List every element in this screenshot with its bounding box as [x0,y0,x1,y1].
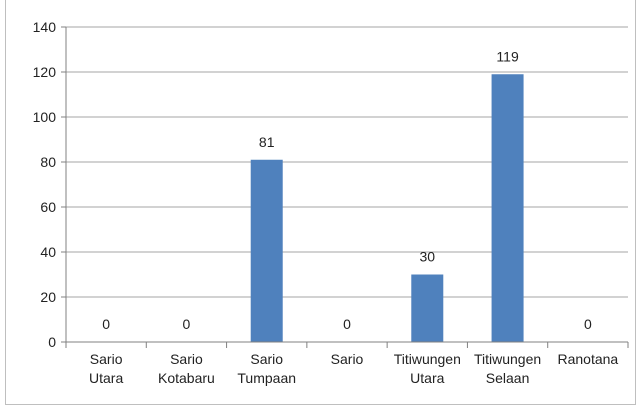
chart-frame [5,0,636,405]
x-tick-label: Sario Kotabaru [158,351,215,386]
bar [411,274,444,342]
y-tick-label: 120 [33,64,57,80]
x-tick-label: Titiwungen Utara [394,351,461,386]
data-label: 30 [419,249,435,265]
data-label: 0 [584,316,592,332]
axes [61,26,629,348]
x-tick-label: Titiwungen Selaan [474,351,541,386]
bars [250,74,524,342]
gridlines [66,26,628,298]
y-tick-label: 60 [40,199,56,215]
x-tick-label: Sario Utara [89,351,123,386]
x-tick-label: Sario [331,351,364,367]
y-tick-label: 80 [40,154,56,170]
data-label: 0 [343,316,351,332]
data-label: 81 [259,134,275,150]
labels: 0 20 40 60 80 100 120 140 0 Sario Utara 0 Sario Kotab… [33,19,619,386]
bar [250,159,283,342]
y-tick-label: 100 [33,109,57,125]
data-label: 0 [102,316,110,332]
y-tick-label: 140 [33,19,57,35]
x-tick-label: Ranotana [557,351,618,367]
y-tick-label: 40 [40,244,56,260]
y-tick-label: 0 [48,334,56,350]
x-tick-label: Sario Tumpaan [237,351,296,386]
data-label: 119 [496,48,519,64]
y-tick-label: 20 [40,289,56,305]
bar [491,74,524,342]
data-label: 0 [183,316,191,332]
